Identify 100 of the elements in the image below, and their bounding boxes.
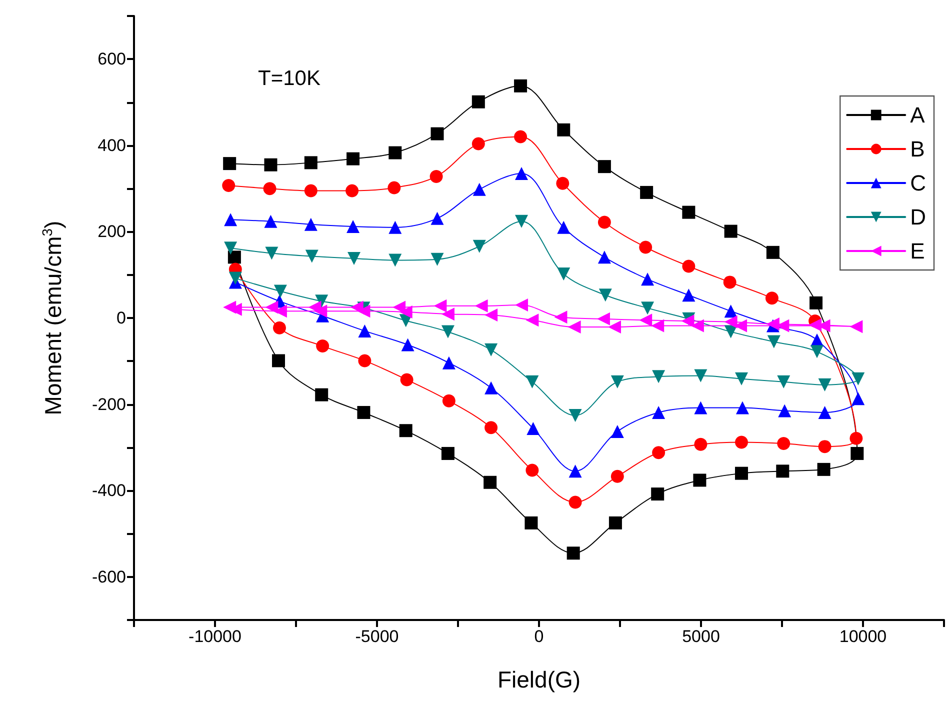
point (484, 476, 497, 489)
x-axis-title: Field(G) (497, 666, 581, 692)
point (723, 276, 736, 289)
point (641, 302, 654, 315)
point (557, 123, 570, 136)
y-tick-label: -600 (92, 567, 126, 586)
point (640, 186, 654, 199)
annotation: T=10K (258, 67, 320, 90)
point (818, 378, 832, 392)
point (484, 308, 498, 322)
point (388, 181, 401, 194)
point (388, 220, 402, 234)
point (610, 470, 624, 483)
point (850, 320, 863, 334)
point (776, 464, 790, 478)
point (568, 320, 581, 334)
y-tick-label: 600 (98, 50, 126, 69)
point (305, 250, 318, 263)
point (694, 401, 708, 414)
point (515, 214, 528, 228)
point (598, 288, 612, 302)
y-tick-label: 0 (116, 308, 126, 328)
point (264, 158, 278, 172)
point (850, 446, 864, 460)
point (652, 406, 666, 419)
x-tick-label: -10000 (188, 627, 242, 646)
point (514, 79, 528, 92)
point (472, 95, 485, 108)
point (526, 314, 539, 327)
point (304, 184, 318, 198)
point (228, 250, 241, 264)
point (610, 424, 624, 438)
point (767, 335, 780, 348)
point (682, 288, 696, 302)
y-tick-label: 400 (98, 136, 126, 155)
point (568, 496, 582, 509)
y-axis-title: Moment (emu/cm3) (39, 220, 66, 416)
point (264, 214, 278, 228)
legend-label: E (910, 238, 925, 264)
point (852, 392, 865, 406)
point (724, 315, 738, 328)
point (515, 298, 528, 312)
point (515, 166, 528, 180)
point (228, 272, 242, 285)
point (598, 216, 611, 229)
point (651, 488, 664, 501)
point (526, 422, 540, 435)
point (524, 516, 538, 530)
point (434, 299, 447, 312)
point (346, 220, 360, 234)
point (484, 421, 498, 434)
x-tick-label: 5000 (682, 627, 720, 646)
point (474, 299, 488, 312)
point (810, 345, 824, 358)
point (430, 212, 444, 225)
point (484, 343, 498, 356)
point (810, 296, 823, 310)
point (568, 464, 582, 478)
point (224, 213, 238, 226)
y-tick-label: -400 (92, 481, 126, 500)
point (442, 394, 456, 408)
point (526, 375, 539, 388)
point (265, 246, 278, 260)
point (641, 272, 654, 286)
point (400, 373, 414, 386)
point (472, 182, 486, 196)
point (224, 242, 238, 255)
point (556, 176, 570, 190)
point (566, 546, 580, 560)
point (526, 464, 539, 477)
point (681, 314, 694, 328)
point (314, 304, 328, 318)
point (817, 462, 830, 476)
point (472, 240, 486, 253)
legend-label: D (910, 204, 926, 230)
legend-label: B (910, 136, 925, 162)
point (441, 446, 454, 460)
point (272, 354, 286, 368)
y-tick-label: -200 (92, 394, 126, 414)
point (736, 401, 749, 414)
x-tick-label: -5000 (355, 627, 399, 646)
point (682, 260, 696, 273)
x-tick-label: 0 (534, 627, 544, 646)
point (852, 372, 865, 386)
point (388, 146, 402, 160)
point (850, 432, 863, 445)
point (690, 319, 704, 332)
point (724, 224, 738, 238)
point (316, 340, 330, 353)
legend-label: A (910, 102, 926, 128)
legend-label: C (910, 170, 926, 196)
point (401, 338, 414, 352)
point (272, 321, 286, 334)
point (682, 206, 696, 219)
point (766, 246, 780, 259)
point (388, 254, 402, 267)
point (598, 250, 611, 264)
point (735, 436, 748, 449)
point (514, 130, 528, 144)
point (484, 381, 498, 394)
